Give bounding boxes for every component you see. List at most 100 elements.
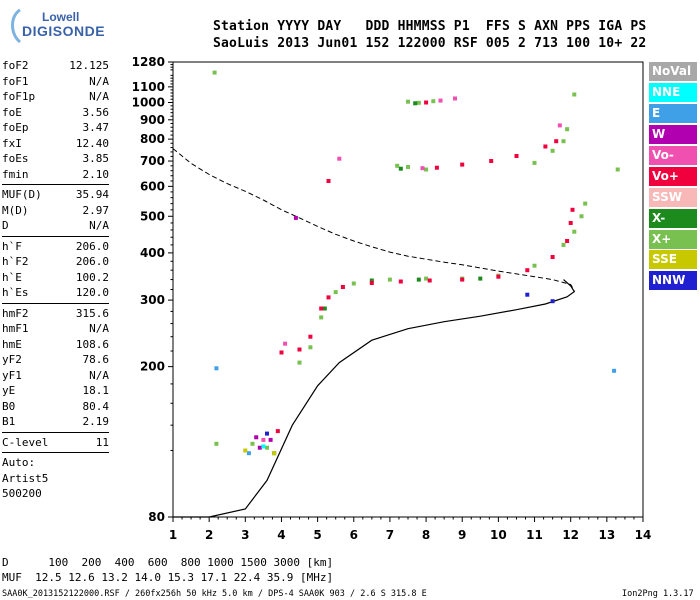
echo-point-x- [431,99,436,104]
param-row: MUF(D) 35.94 [2,187,109,203]
echo-point-vo- [340,285,345,289]
x-tick-label: 8 [422,528,430,542]
legend-item: Vo- [649,145,697,165]
param-label: C-level [2,435,49,449]
param-value: N/A [89,322,109,335]
echo-point-vo- [550,255,555,259]
echo-point-vo- [568,221,573,225]
param-row: foEs 3.85 [2,151,109,167]
echo-point-x- [413,101,418,106]
param-row: foF2 12.125 [2,58,109,74]
param-value: N/A [89,219,109,232]
x-tick-label: 2 [205,528,213,542]
y-tick-label: 800 [140,132,165,146]
y-tick-label: 200 [140,360,165,374]
echo-point-x- [416,277,421,282]
footer-version: Ion2Png 1.3.17 [622,589,694,599]
echo-point-nnw [525,292,530,297]
echo-point-e [214,366,219,371]
param-value: 206.0 [75,255,109,268]
param-value: 315.6 [75,306,109,320]
param-value: 206.0 [75,239,109,253]
echo-point-vo- [460,162,465,167]
echo-point-x- [561,139,566,144]
x-tick-label: 12 [562,528,579,542]
param-row: h`Es 120.0 [2,285,109,301]
echo-point-x- [550,148,555,153]
echo-point-x- [532,263,537,268]
param-row: h`F 206.0 [2,239,109,255]
echo-point-w [257,445,262,450]
y-tick-label: 80 [148,510,165,524]
echo-point-vo- [420,166,425,171]
param-label: h`E [2,270,22,284]
param-row: C-level 11 [2,435,109,451]
param-value: 120.0 [75,286,109,299]
echo-point-vo- [279,350,284,355]
x-tick-label: 10 [490,528,507,542]
footer-distance-row: D 100 200 400 600 800 1000 1500 3000 [km… [2,556,334,569]
echo-point-vo- [525,268,530,273]
param-label: fxI [2,136,22,150]
param-row: M(D) 2.97 [2,203,109,219]
legend-item: Vo+ [649,166,697,186]
x-tick-label: 9 [458,528,466,542]
y-tick-label: 1100 [132,80,165,94]
echo-point-x- [212,70,217,75]
param-label: B0 [2,399,16,413]
param-value: 3.56 [82,105,110,119]
x-tick-label: 14 [635,528,652,542]
y-tick-label: 500 [140,209,165,223]
polarization-legend: NoVal NNE E W Vo- Vo+ SSW X- X+ SSE NNW [649,62,697,292]
echo-point-vo- [427,278,432,283]
param-value: 11 [95,435,109,449]
param-label: foF1 [2,74,29,88]
echo-point-vo- [308,334,313,339]
legend-item: X+ [649,229,697,249]
echo-point-vo- [275,429,280,434]
param-value: N/A [89,90,109,103]
param-value: 2.19 [82,415,110,428]
echo-point-vo- [565,239,570,243]
digisonde-logo: Lowell DIGISONDE [6,6,116,46]
legend-item: SSE [649,250,697,270]
param-value: 100.2 [75,270,109,284]
echo-point-x- [387,277,392,282]
param-row: foF1p N/A [2,89,109,105]
echo-point-x- [406,99,410,104]
echo-point-nnw [550,299,555,304]
echo-point-x- [424,167,429,172]
echo-point-x- [333,290,338,295]
echo-point-vo- [369,281,374,285]
param-label: foEs [2,152,29,165]
param-value: 18.1 [82,384,110,397]
param-value: 12.125 [69,59,109,72]
param-row: foF1 N/A [2,74,109,90]
auto-artist: Artist5 [2,471,49,485]
echo-point-nnw [265,431,269,436]
param-label: B1 [2,415,16,428]
param-row: D N/A [2,218,109,234]
echo-point-vo- [261,437,266,442]
legend-item: NNW [649,271,697,291]
y-tick-label: 1280 [132,55,165,69]
param-row: yF2 78.6 [2,352,109,368]
param-row: hmE 108.6 [2,337,109,353]
true-height-profile-line [173,279,576,518]
param-row: foE 3.56 [2,105,109,121]
param-label: foEp [2,121,29,134]
echo-point-vo- [496,274,501,279]
echo-point-vo- [543,144,548,149]
muf-dashed-line [172,148,575,291]
footer-muf-row: MUF 12.5 12.6 13.2 14.0 15.3 17.1 22.4 3… [2,571,334,584]
echo-point-x- [583,201,588,206]
param-value: N/A [89,368,109,382]
param-row: B0 80.4 [2,399,109,415]
echo-point-x- [319,315,324,320]
echo-point-x- [478,276,483,281]
x-tick-label: 1 [169,528,177,542]
param-row: hmF2 315.6 [2,306,109,322]
legend-item: E [649,103,697,123]
x-tick-label: 13 [598,528,615,542]
param-value: 80.4 [82,399,110,413]
